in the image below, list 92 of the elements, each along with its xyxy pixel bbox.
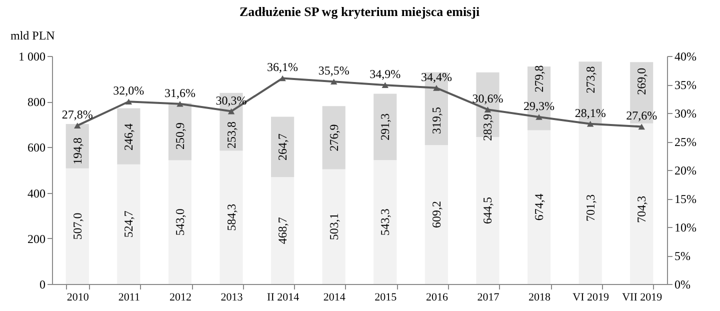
x-tick-label: 2018 [528, 292, 552, 304]
bar [220, 150, 243, 284]
y2-tick-label: 5% [674, 249, 690, 263]
data-label: 194,8 [70, 137, 84, 164]
data-label: 27,8% [62, 108, 93, 122]
bar [271, 177, 294, 284]
data-label: 35,5% [318, 64, 350, 78]
y2-tick-label: 30% [674, 106, 696, 120]
data-label: 31,6% [164, 86, 196, 100]
point [484, 106, 492, 112]
data-label: 30,3% [216, 93, 247, 108]
data-label: 291,3 [378, 113, 392, 140]
y-tick-label: 0 [40, 278, 46, 292]
bar [168, 160, 192, 284]
point [433, 85, 440, 91]
data-label: 507,0 [70, 212, 84, 240]
data-label: 32,0% [113, 84, 144, 98]
point [586, 120, 594, 127]
x-tick-label: 2015 [374, 292, 398, 304]
bar [424, 145, 448, 284]
x-tick-label: 2011 [118, 292, 140, 304]
bar [527, 130, 551, 284]
data-label: 36,1% [267, 60, 298, 74]
point [330, 78, 338, 85]
point [74, 122, 81, 128]
data-label: 29,3% [524, 98, 555, 113]
data-label: 34,9% [370, 67, 401, 82]
data-label: 584,3 [224, 204, 238, 231]
chart-title: Zadłużenie SP wg kryterium miejsca emisji [239, 4, 480, 19]
x-tick-label: 2013 [220, 292, 244, 304]
y2-tick-label: 25% [674, 135, 696, 149]
y-axis-title: mld PLN [10, 28, 56, 42]
y-tick-label: 800 [28, 95, 46, 110]
data-label: 543,3 [378, 208, 392, 236]
bar [322, 106, 346, 170]
bar [374, 160, 397, 284]
data-label: 543,0 [172, 208, 187, 236]
bar [117, 164, 140, 284]
data-label: 609,2 [429, 201, 444, 228]
y2-tick-label: 40% [674, 50, 696, 64]
y-tick-label: 600 [28, 140, 46, 155]
x-tick-label: 2012 [169, 292, 192, 304]
data-label: 283,9 [480, 114, 495, 141]
data-label: 279,8 [532, 65, 546, 92]
data-label: 503,1 [326, 213, 341, 240]
y2-tick-label: 20% [674, 164, 696, 178]
bar [322, 169, 346, 284]
y-tick-label: 1 000 [18, 50, 46, 64]
data-label: 27,6% [626, 108, 658, 123]
point [125, 98, 132, 105]
data-label: 319,5 [429, 107, 444, 134]
data-label: 674,4 [532, 194, 546, 221]
bar [66, 168, 89, 284]
x-tick-label: 2014 [323, 292, 346, 304]
data-label: 701,3 [583, 194, 598, 222]
data-label: 273,8 [583, 66, 598, 94]
y-tick-label: 200 [28, 232, 46, 246]
point [176, 100, 184, 107]
x-tick-label: II 2014 [267, 292, 300, 304]
point [228, 108, 235, 114]
data-label: 644,5 [480, 197, 495, 224]
bar [578, 124, 602, 284]
point [279, 75, 286, 82]
data-label: 250,9 [172, 122, 187, 150]
bar [117, 108, 140, 164]
y2-tick-label: 35% [674, 78, 696, 92]
data-label: 276,9 [326, 124, 341, 152]
x-tick-label: VII 2019 [622, 292, 663, 304]
x-tick-label: 2017 [477, 292, 500, 304]
point [382, 82, 388, 88]
data-label: 34,4% [420, 70, 452, 84]
data-label: 269,0 [634, 68, 649, 95]
data-label: 468,7 [276, 217, 290, 244]
x-tick-label: VI 2019 [572, 292, 610, 304]
bar [271, 116, 294, 178]
data-label: 264,7 [276, 133, 290, 160]
bar [374, 94, 397, 160]
data-label: 28,1% [574, 106, 606, 120]
y-tick-label: 400 [28, 186, 46, 200]
data-label: 704,3 [634, 196, 649, 223]
bar [630, 123, 654, 284]
data-label: 253,8 [224, 122, 238, 149]
x-tick-label: 2016 [426, 292, 448, 304]
point [536, 114, 542, 120]
point [638, 124, 645, 130]
y2-tick-label: 10% [674, 220, 696, 234]
data-label: 524,7 [122, 210, 136, 238]
data-label: 246,4 [122, 123, 136, 150]
data-label: 30,6% [472, 92, 504, 106]
y2-tick-label: 15% [674, 192, 696, 206]
x-tick-label: 2010 [66, 292, 90, 304]
y2-tick-label: 0% [674, 278, 690, 292]
